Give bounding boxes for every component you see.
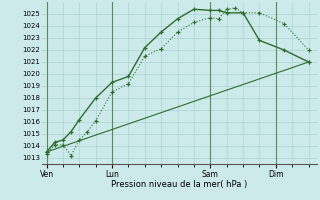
X-axis label: Pression niveau de la mer( hPa ): Pression niveau de la mer( hPa ) — [111, 180, 247, 189]
